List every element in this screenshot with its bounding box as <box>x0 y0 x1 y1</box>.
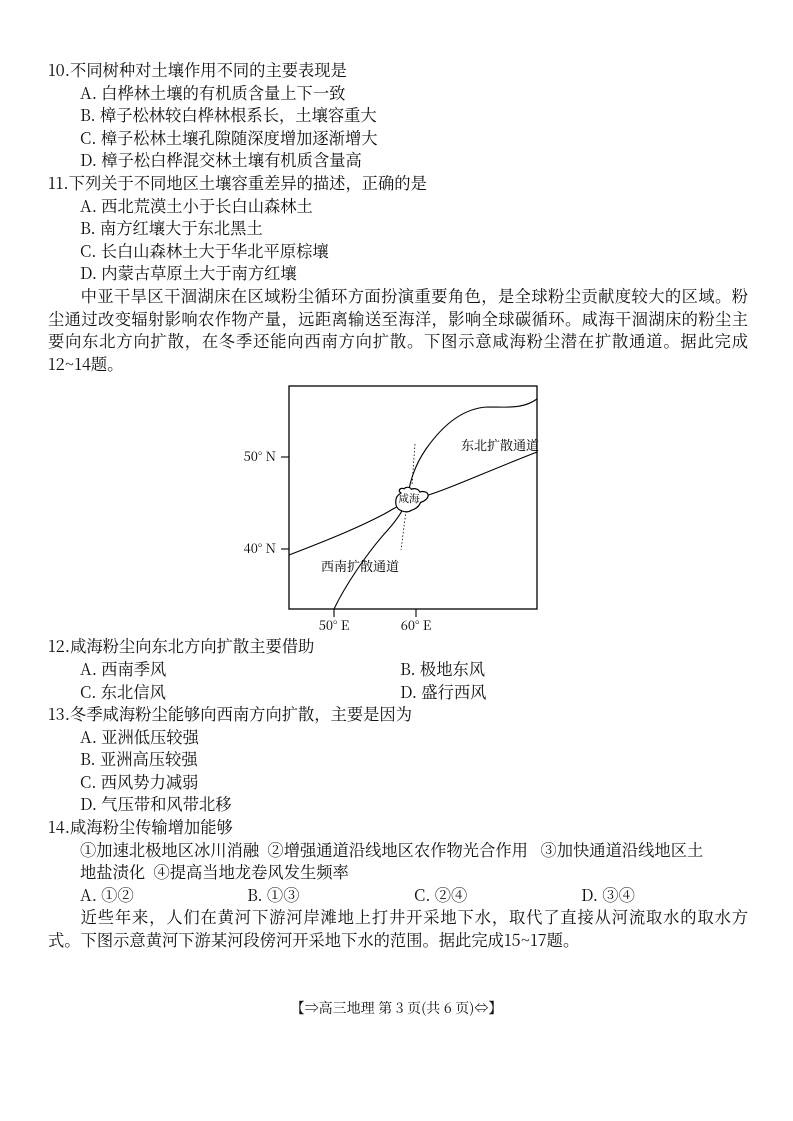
svg-text:咸海: 咸海 <box>399 491 420 506</box>
svg-text:东北扩散通道: 东北扩散通道 <box>461 435 539 454</box>
svg-text:西南扩散通道: 西南扩散通道 <box>321 556 399 575</box>
svg-text:40° N: 40° N <box>244 538 276 557</box>
svg-text:60° E: 60° E <box>401 615 432 634</box>
svg-text:50° E: 50° E <box>319 615 350 634</box>
svg-text:50° N: 50° N <box>244 446 276 465</box>
